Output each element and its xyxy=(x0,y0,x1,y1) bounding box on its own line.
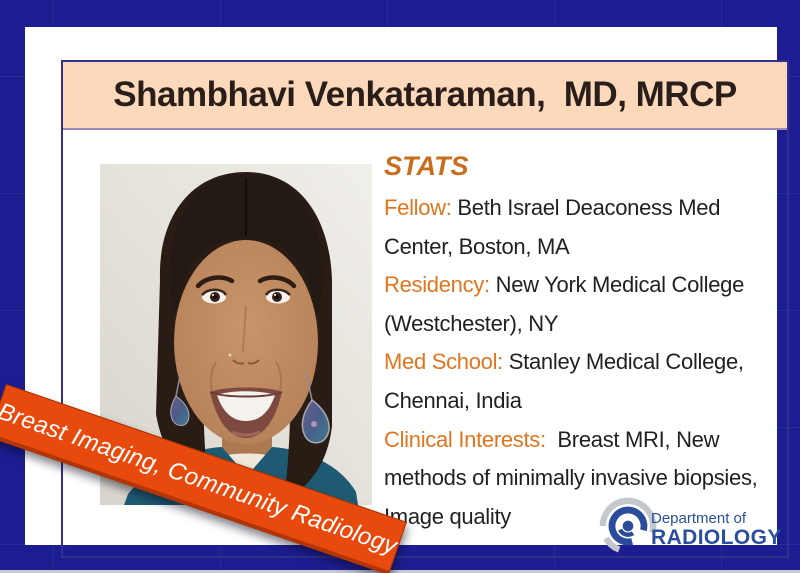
stat-line: Med School: Stanley Medical College, xyxy=(384,343,788,382)
stats-section: STATS Fellow: Beth Israel Deaconess Med … xyxy=(384,149,788,536)
stat-text: Chennai, India xyxy=(384,387,522,413)
logo-text: Department of RADIOLOGY xyxy=(651,495,782,549)
stat-text: Breast MRI, New xyxy=(545,426,720,452)
stat-text: Center, Boston, MA xyxy=(384,233,570,259)
stat-text: New York Medical College xyxy=(489,272,745,298)
logo-text-department: Department of xyxy=(651,510,747,527)
name-header: Shambhavi Venkataraman, MD, MRCP xyxy=(63,62,787,130)
page-title: Shambhavi Venkataraman, MD, MRCP xyxy=(113,75,737,114)
stat-line: (Westchester), NY xyxy=(384,305,788,344)
stat-text: methods of minimally invasive biopsies, xyxy=(384,465,758,491)
stat-line: Center, Boston, MA xyxy=(384,228,788,267)
stat-label: Fellow: xyxy=(384,195,452,220)
stat-line: Residency: New York Medical College xyxy=(384,266,788,305)
stat-label: Med School: xyxy=(384,349,503,375)
logo-text-radiology: RADIOLOGY xyxy=(651,526,782,549)
stat-text: Stanley Medical College, xyxy=(503,349,744,375)
stats-heading: STATS xyxy=(384,151,469,181)
slide-bottom-edge xyxy=(0,570,800,573)
radiology-logo-icon xyxy=(599,497,657,555)
stat-label: Clinical Interests: xyxy=(384,426,546,452)
stat-label: Residency: xyxy=(384,272,490,298)
stat-line: Chennai, India xyxy=(384,382,788,421)
stat-text: Beth Israel Deaconess Med xyxy=(451,195,721,220)
stat-line: Fellow: Beth Israel Deaconess Med xyxy=(384,189,788,228)
radiology-logo: Department of RADIOLOGY xyxy=(597,495,782,557)
stat-line: methods of minimally invasive biopsies, xyxy=(384,459,788,498)
stat-line: Clinical Interests: Breast MRI, New xyxy=(384,421,788,460)
stat-text: (Westchester), NY xyxy=(384,310,559,336)
